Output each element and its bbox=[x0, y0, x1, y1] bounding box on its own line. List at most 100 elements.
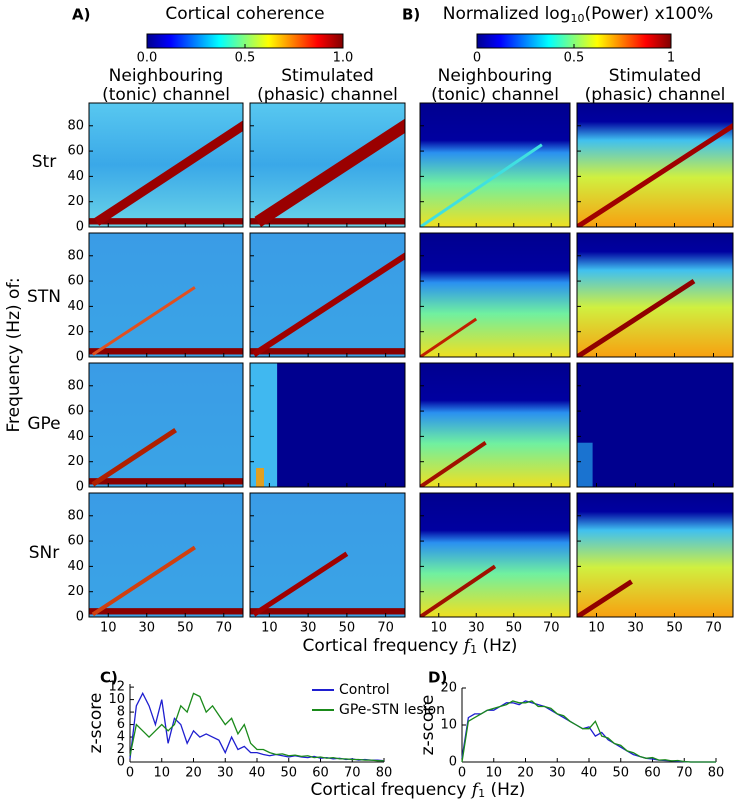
heatmap-frame bbox=[88, 362, 244, 488]
heatmap-frame bbox=[576, 492, 734, 618]
y-tick-label: 0 bbox=[117, 755, 125, 770]
panel-label: A) bbox=[72, 6, 90, 24]
x-tick-label: 50 bbox=[666, 621, 683, 636]
heatmap-frame bbox=[419, 492, 571, 618]
legend-label: GPe-STN lesion bbox=[339, 702, 445, 718]
heatmap-ridge bbox=[577, 278, 696, 357]
panel-label: D) bbox=[428, 669, 447, 687]
heatmap bbox=[577, 493, 733, 617]
x-axis-label: Cortical frequency f1 (Hz) bbox=[303, 636, 518, 661]
y-tick-label: 20 bbox=[67, 324, 84, 339]
y-tick-label: 40 bbox=[67, 299, 84, 314]
x-tick-label: 30 bbox=[468, 621, 485, 636]
column-header: Neighbouring bbox=[109, 66, 224, 86]
label-var: f bbox=[470, 780, 481, 800]
x-tick-label: 60 bbox=[312, 766, 329, 781]
heatmap-ridge bbox=[254, 118, 405, 227]
heatmap-frame bbox=[88, 492, 244, 618]
x-tick-label: 30 bbox=[300, 621, 317, 636]
heatmap-frame bbox=[249, 232, 406, 358]
x-tick-label: 0 bbox=[458, 766, 466, 781]
heatmap-bg bbox=[250, 493, 405, 617]
x-tick-label: 50 bbox=[612, 766, 629, 781]
y-tick-label: 0 bbox=[76, 220, 84, 235]
heatmap bbox=[89, 493, 243, 617]
heatmap-bg bbox=[89, 493, 243, 617]
heatmap-strip bbox=[250, 363, 278, 487]
heatmap-frame bbox=[88, 102, 244, 228]
heatmap-band bbox=[89, 218, 243, 225]
heatmap-strip bbox=[577, 442, 593, 487]
heatmap-frame bbox=[576, 362, 734, 488]
y-tick-label: 60 bbox=[67, 274, 84, 289]
heatmap-bg bbox=[420, 233, 570, 357]
x-tick-label: 10 bbox=[485, 766, 502, 781]
x-tick-label: 70 bbox=[705, 621, 722, 636]
y-tick-label: 80 bbox=[67, 248, 84, 263]
x-axis-label: Cortical frequency f1 (Hz) bbox=[311, 780, 526, 805]
heatmap-ridge bbox=[420, 441, 487, 487]
x-tick-label: 50 bbox=[339, 621, 356, 636]
y-tick-label: 60 bbox=[67, 404, 84, 419]
y-tick-label: 40 bbox=[67, 559, 84, 574]
heatmap-ridge bbox=[420, 143, 543, 227]
heatmap bbox=[89, 103, 243, 227]
heatmap-bg bbox=[250, 233, 405, 357]
y-tick-label: 20 bbox=[67, 194, 84, 209]
heatmap-frame bbox=[88, 232, 244, 358]
row-label: Str bbox=[32, 152, 56, 172]
heatmap bbox=[577, 363, 733, 487]
heatmap-frame bbox=[576, 102, 734, 228]
x-tick-label: 10 bbox=[153, 766, 170, 781]
row-label: STN bbox=[27, 287, 61, 307]
heatmap bbox=[89, 233, 243, 357]
row-label: GPe bbox=[27, 414, 60, 434]
heatmap bbox=[250, 493, 405, 617]
x-tick-label: 20 bbox=[517, 766, 534, 781]
heatmap-ridge bbox=[94, 120, 243, 226]
colorbar-tick-label: 0.5 bbox=[564, 51, 585, 66]
heatmap bbox=[577, 103, 733, 227]
heatmap-ridge bbox=[252, 252, 405, 357]
heatmap bbox=[250, 233, 405, 357]
row-label: SNr bbox=[29, 543, 60, 563]
x-tick-label: 70 bbox=[344, 766, 361, 781]
colorbar-tick-label: 0.0 bbox=[137, 51, 158, 66]
y-tick-label: 12 bbox=[108, 680, 125, 695]
colorbar-tick-label: 1.0 bbox=[333, 51, 354, 66]
y-tick-label: 60 bbox=[67, 144, 84, 159]
x-tick-label: 30 bbox=[627, 621, 644, 636]
y-tick-label: 4 bbox=[117, 730, 125, 745]
y-tick-label: 80 bbox=[67, 118, 84, 133]
y-tick-label: 0 bbox=[76, 610, 84, 625]
x-tick-label: 50 bbox=[177, 621, 194, 636]
x-tick-label: 40 bbox=[249, 766, 266, 781]
heatmap bbox=[420, 103, 570, 227]
y-tick-label: 8 bbox=[117, 705, 125, 720]
colorbar-tick-label: 1 bbox=[667, 51, 675, 66]
label-sub: 1 bbox=[478, 787, 485, 800]
heatmap bbox=[577, 233, 733, 357]
heatmap-bg bbox=[577, 493, 733, 617]
y-axis-label: Frequency (Hz) of: bbox=[4, 277, 24, 432]
heatmap-frame bbox=[576, 232, 734, 358]
heatmap-band bbox=[250, 348, 405, 355]
heatmap bbox=[250, 363, 405, 487]
x-tick-label: 80 bbox=[708, 766, 725, 781]
title-sub: 10 bbox=[571, 12, 585, 25]
x-tick-label: 40 bbox=[581, 766, 598, 781]
title-part: Normalized log bbox=[443, 4, 571, 24]
heatmap-frame bbox=[249, 102, 406, 228]
y-tick-label: 80 bbox=[67, 378, 84, 393]
heatmap-frame bbox=[249, 362, 406, 488]
label-part: Cortical frequency bbox=[303, 636, 459, 656]
y-tick-label: 0 bbox=[76, 350, 84, 365]
column-header: (phasic) channel bbox=[585, 85, 726, 105]
legend-label: Control bbox=[339, 682, 390, 698]
y-tick-label: 20 bbox=[67, 454, 84, 469]
label-part: Cortical frequency bbox=[311, 780, 467, 800]
heatmap-bg bbox=[420, 103, 570, 227]
colorbar-title: Normalized log10(Power) x100% bbox=[443, 4, 713, 25]
column-header: Stimulated bbox=[281, 66, 374, 86]
